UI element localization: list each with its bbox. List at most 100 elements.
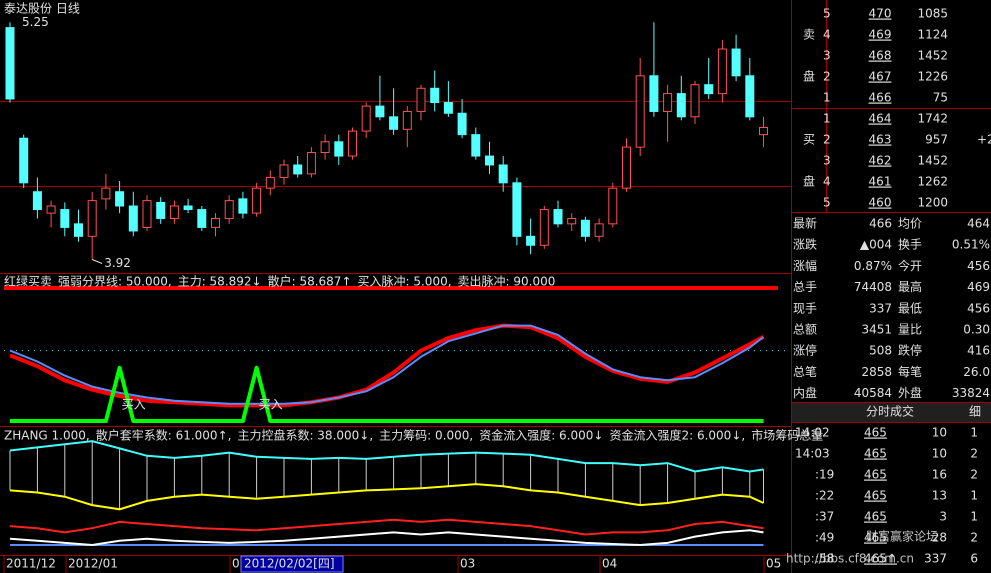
trades-detail: 细 [969,405,981,419]
stat-label: 每笔 [898,364,922,379]
trade-price: 465 [864,489,887,503]
candle-body [622,146,631,189]
stat-value: 0.51% [952,238,990,252]
indicator-line [9,440,764,473]
stat-value: 0.30 [963,323,990,337]
stat-value: 40584 [854,386,892,400]
signal-label: 买入 [259,398,283,412]
stat-value: 464 [967,217,990,231]
trade-volume: 16 [932,468,947,482]
stat-label: 最新 [793,216,817,231]
trade-volume: 337 [924,552,947,566]
trade-volume: 3 [939,510,947,524]
stat-label: 涨幅 [793,258,817,273]
panel-title: 红绿买卖 [4,274,52,289]
book-volume: 1124 [917,28,948,42]
candle-body [649,75,659,112]
stat-value: 456 [967,301,990,315]
book-price: 466 [869,91,892,105]
candle-body [389,116,399,130]
indicator-line [9,529,764,547]
stat-label: 涨跌 [793,237,817,252]
stat-label: 总手 [793,280,817,294]
stat-value: 33824 [952,386,990,400]
chart-title: 泰达股份 日线 [4,2,80,16]
book-level: 3 [823,154,831,168]
book-volume: 1085 [917,7,948,21]
stat-value: 74408 [854,280,892,294]
book-level: 4 [823,175,831,189]
legend-entry: 主力控盘系数: 38.000↓, [237,428,373,443]
candle-body [348,130,357,157]
date-label: 2012/01 [68,557,118,571]
book-volume: 1452 [917,49,948,63]
candle-body [717,48,727,95]
candle-body [485,155,494,166]
trade-price: 465 [864,426,887,440]
trade-time: 14:02 [795,426,830,440]
candle-body [32,191,42,211]
book-side-label: 买 [803,133,815,147]
candle-body [19,137,29,184]
book-level: 4 [823,28,831,42]
book-level: 1 [823,91,831,105]
date-cursor-bg [240,555,344,573]
candle-body [293,164,303,175]
legend-entry: 主力筹码: 0.000, [379,429,473,443]
book-side-label: 卖 [803,28,815,42]
legend-entry: 散户套牢系数: 61.000↑, [96,428,232,443]
trade-time: :19 [815,468,834,482]
legend-entry: 强弱分界线: 50.000, [58,275,172,289]
candle-body [279,164,289,178]
candle-body [334,141,344,157]
trade-price: 465 [864,468,887,482]
stat-label: 外盘 [898,385,922,400]
stat-label: 今开 [898,258,922,273]
book-price: 463 [869,133,892,147]
candle-body [539,209,549,246]
candle-body [224,200,234,219]
trade-time: :22 [815,489,834,503]
trade-count: 2 [970,447,978,461]
candle-body [46,205,56,214]
trade-volume: 10 [932,426,947,440]
price-annotation: 5.25 [22,15,49,29]
book-price: 461 [869,175,892,189]
signal-label: 买入 [122,398,146,412]
book-volume: 1262 [917,175,948,189]
book-level: 5 [823,7,831,21]
stat-label: 最高 [898,279,922,294]
trade-count: 2 [970,468,978,482]
candle-body [115,191,125,207]
trades-title: 分时成交 [866,404,914,419]
candle-body [74,223,83,237]
candle-body [512,182,522,237]
date-label: 05 [766,557,781,571]
legend-entry: 主力: 58.892↓ [178,275,262,289]
indicator-line [9,324,765,405]
stat-label: 均价 [898,217,922,231]
book-side-label: 盘 [803,69,815,84]
candle-body [553,209,563,225]
stat-label: 跌停 [898,343,922,358]
stat-value: 3451 [861,323,892,337]
book-price: 469 [869,28,892,42]
book-volume: 1200 [917,196,948,210]
stat-label: 现手 [793,301,817,315]
candle-body [498,164,508,184]
trade-count: 1 [970,510,978,524]
candle-body [526,235,536,246]
candle-body [169,205,179,219]
candle-body [128,205,138,232]
book-price: 464 [869,112,892,126]
candle-body [731,48,741,77]
candle-body [252,187,262,214]
stat-label: 内盘 [793,385,817,400]
candle-body [306,151,316,175]
candle-body [690,84,700,118]
book-volume: 75 [933,91,948,105]
candle-body [580,219,590,237]
stat-label: 换手 [898,238,922,252]
candle-body [635,75,645,148]
